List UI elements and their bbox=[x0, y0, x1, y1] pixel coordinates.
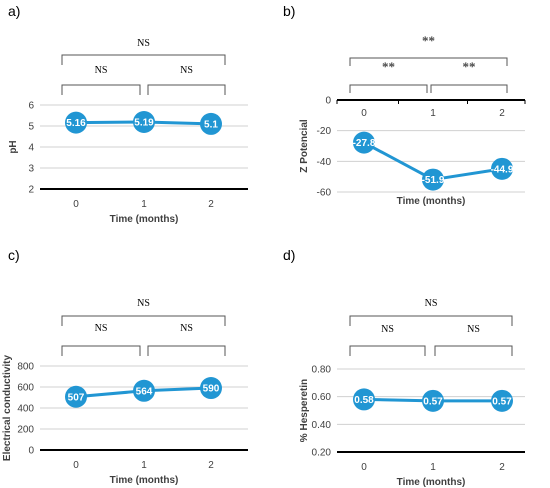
panel-label: d) bbox=[283, 247, 295, 263]
significance-label-left: NS bbox=[95, 323, 108, 334]
significance-label-outer: NS bbox=[425, 298, 438, 309]
significance-bracket-left bbox=[349, 84, 428, 93]
y-axis-title: Z Potencial bbox=[299, 119, 310, 173]
y-tick-label: -40 bbox=[317, 157, 332, 168]
data-point bbox=[353, 131, 375, 154]
data-point bbox=[133, 379, 155, 402]
y-tick-label: -20 bbox=[317, 126, 332, 137]
significance-label-left: ** bbox=[382, 59, 395, 74]
data-label: 0.57 bbox=[492, 396, 512, 407]
significance-bracket-left bbox=[349, 345, 426, 356]
y-tick-label: 0 bbox=[28, 446, 34, 457]
data-label: 5.1 bbox=[204, 119, 218, 130]
significance-bracket-right bbox=[430, 84, 508, 93]
panel-electrical-conductivity: c) 0 200 400 600 800 0 1 2 Time (months) Electrica… bbox=[0, 244, 275, 488]
x-axis-title: Time (months) bbox=[397, 477, 466, 488]
data-label: -44.9 bbox=[491, 164, 514, 175]
y-tick-label: 0.80 bbox=[312, 365, 332, 376]
x-tick-label: 1 bbox=[430, 462, 436, 473]
y-tick-label: 5 bbox=[28, 122, 34, 133]
y-tick-label: 800 bbox=[17, 362, 34, 373]
significance-label-outer: NS bbox=[137, 38, 150, 49]
significance-bracket-outer bbox=[349, 57, 508, 66]
data-label: -27.8 bbox=[353, 138, 376, 149]
x-tick-label: 2 bbox=[499, 108, 505, 119]
significance-label-right: NS bbox=[180, 323, 193, 334]
significance-bracket-right bbox=[147, 345, 226, 356]
significance-label-right: NS bbox=[180, 65, 193, 76]
y-tick-label: 0 bbox=[325, 96, 331, 107]
y-tick-label: 6 bbox=[28, 101, 34, 112]
significance-label-outer: NS bbox=[137, 298, 150, 309]
significance-label-right: ** bbox=[463, 59, 476, 74]
significance-bracket-left bbox=[61, 84, 141, 95]
significance-label-left: NS bbox=[95, 65, 108, 76]
x-tick-label: 0 bbox=[73, 460, 79, 471]
data-label: 507 bbox=[68, 392, 85, 403]
y-tick-label: 0.40 bbox=[312, 420, 332, 431]
panel-label: a) bbox=[8, 3, 20, 19]
data-point bbox=[200, 377, 222, 400]
data-label: 564 bbox=[136, 386, 153, 397]
x-tick-label: 1 bbox=[141, 199, 147, 210]
significance-bracket-outer bbox=[61, 54, 226, 65]
x-tick-label: 1 bbox=[141, 460, 147, 471]
panel-hesperetin: d) 0.20 0.40 0.60 0.80 0 1 2 Time (months) % Hesp… bbox=[275, 244, 550, 488]
panel-label: b) bbox=[283, 3, 295, 19]
y-axis-title: Electrical conductivity bbox=[2, 354, 13, 461]
significance-label-right: NS bbox=[467, 324, 480, 335]
data-label: 5.16 bbox=[66, 118, 86, 129]
data-point bbox=[65, 385, 87, 408]
data-point bbox=[491, 157, 513, 180]
chart-hesperetin: d) 0.20 0.40 0.60 0.80 0 1 2 Time (months) % Hesp… bbox=[283, 247, 525, 488]
chart-electrical-conductivity: c) 0 200 400 600 800 0 1 2 Time (months) Electrica… bbox=[2, 247, 248, 486]
chart-ph: a) 2 3 4 5 6 0 1 2 Time (months) pH NS NS NS 5.16 5.19 5… bbox=[8, 3, 248, 225]
x-axis-title: Time (months) bbox=[397, 196, 466, 207]
x-tick-label: 1 bbox=[430, 108, 436, 119]
data-point bbox=[200, 112, 222, 135]
x-tick-label: 2 bbox=[208, 199, 214, 210]
data-point bbox=[422, 389, 444, 412]
data-point bbox=[422, 168, 444, 191]
data-point bbox=[353, 388, 375, 411]
x-tick-label: 0 bbox=[73, 199, 79, 210]
data-point bbox=[133, 111, 155, 134]
significance-bracket-outer bbox=[61, 315, 226, 326]
x-tick-label: 2 bbox=[499, 462, 505, 473]
y-tick-label: 400 bbox=[17, 404, 34, 415]
x-axis-title: Time (months) bbox=[110, 214, 179, 225]
significance-label-outer: ** bbox=[422, 33, 435, 48]
x-tick-label: 0 bbox=[361, 462, 367, 473]
data-label: 0.58 bbox=[354, 395, 374, 406]
y-tick-label: 2 bbox=[28, 185, 34, 196]
significance-label-left: NS bbox=[381, 324, 394, 335]
y-tick-label: 0.60 bbox=[312, 392, 332, 403]
y-axis-title: % Hesperetin bbox=[299, 379, 310, 442]
data-label: 590 bbox=[203, 384, 220, 395]
y-tick-label: 200 bbox=[17, 425, 34, 436]
x-tick-label: 0 bbox=[361, 108, 367, 119]
panel-zeta-potential: b) -60 -40 -20 0 0 1 2 Time (months) Z Potencial *… bbox=[275, 0, 550, 244]
data-point bbox=[65, 111, 87, 134]
y-tick-label: 600 bbox=[17, 383, 34, 394]
chart-zeta-potential: b) -60 -40 -20 0 0 1 2 Time (months) Z Potencial *… bbox=[283, 3, 526, 207]
x-tick-label: 2 bbox=[208, 460, 214, 471]
y-tick-label: -60 bbox=[317, 188, 332, 199]
data-point bbox=[491, 389, 513, 412]
y-tick-label: 0.20 bbox=[312, 448, 332, 459]
data-label: -51.9 bbox=[422, 175, 445, 186]
significance-bracket-left bbox=[61, 345, 141, 356]
data-label: 5.19 bbox=[134, 118, 154, 129]
significance-bracket-outer bbox=[349, 315, 513, 326]
panel-ph: a) 2 3 4 5 6 0 1 2 Time (months) pH NS NS NS 5.16 5.19 5… bbox=[0, 0, 275, 244]
x-axis-title: Time (months) bbox=[110, 475, 179, 486]
panel-label: c) bbox=[8, 247, 20, 263]
y-tick-label: 4 bbox=[28, 143, 34, 154]
y-axis-title: pH bbox=[8, 140, 19, 153]
significance-bracket-right bbox=[147, 84, 226, 95]
data-label: 0.57 bbox=[423, 396, 443, 407]
significance-bracket-right bbox=[434, 345, 513, 356]
y-tick-label: 3 bbox=[28, 164, 34, 175]
